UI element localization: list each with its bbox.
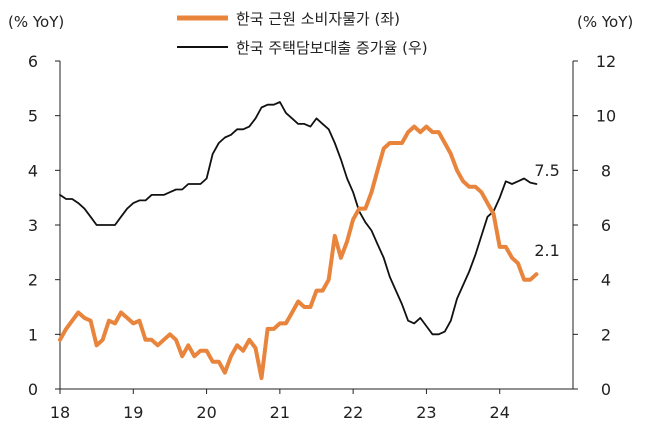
right-axis-ticks: 0 2 4 6 8 10 12 xyxy=(573,52,616,399)
left-axis-ticks: 0 1 2 3 4 5 6 xyxy=(28,52,60,399)
legend: 한국 근원 소비자물가 (좌) 한국 주택담보대출 증가율 (우) xyxy=(177,10,428,57)
series-layer xyxy=(58,101,539,381)
right-tick-label: 0 xyxy=(601,380,611,399)
right-tick-label: 6 xyxy=(601,216,611,235)
x-tick-label: 19 xyxy=(123,403,143,422)
series-line-mortgage-growth xyxy=(59,101,538,336)
end-labels: 2.1 7.5 xyxy=(534,161,559,260)
x-tick-label: 21 xyxy=(270,403,290,422)
left-tick-label: 0 xyxy=(28,380,38,399)
left-tick-label: 1 xyxy=(28,325,38,344)
left-axis-unit: (% YoY) xyxy=(8,13,64,31)
left-tick-label: 4 xyxy=(28,161,38,180)
x-tick-label: 24 xyxy=(490,403,510,422)
legend-label-mortgage-growth: 한국 주택담보대출 증가율 (우) xyxy=(236,39,428,57)
right-tick-label: 2 xyxy=(601,325,611,344)
right-axis-unit: (% YoY) xyxy=(577,13,633,31)
right-tick-label: 12 xyxy=(596,52,616,71)
right-tick-label: 8 xyxy=(601,161,611,180)
left-tick-label: 6 xyxy=(28,52,38,71)
right-tick-label: 10 xyxy=(596,107,616,126)
x-tick-label: 18 xyxy=(50,403,70,422)
x-axis-ticks: 18 19 20 21 22 23 24 xyxy=(50,389,510,422)
x-tick-label: 20 xyxy=(196,403,216,422)
x-tick-label: 23 xyxy=(416,403,436,422)
x-tick-label: 22 xyxy=(343,403,363,422)
left-tick-label: 3 xyxy=(28,216,38,235)
legend-label-core-cpi: 한국 근원 소비자물가 (좌) xyxy=(236,10,400,28)
left-tick-label: 5 xyxy=(28,107,38,126)
left-tick-label: 2 xyxy=(28,271,38,290)
end-label-mortgage-growth: 7.5 xyxy=(534,161,559,180)
right-tick-label: 4 xyxy=(601,271,611,290)
series-line-core-cpi xyxy=(58,124,539,381)
end-label-core-cpi: 2.1 xyxy=(534,241,559,260)
